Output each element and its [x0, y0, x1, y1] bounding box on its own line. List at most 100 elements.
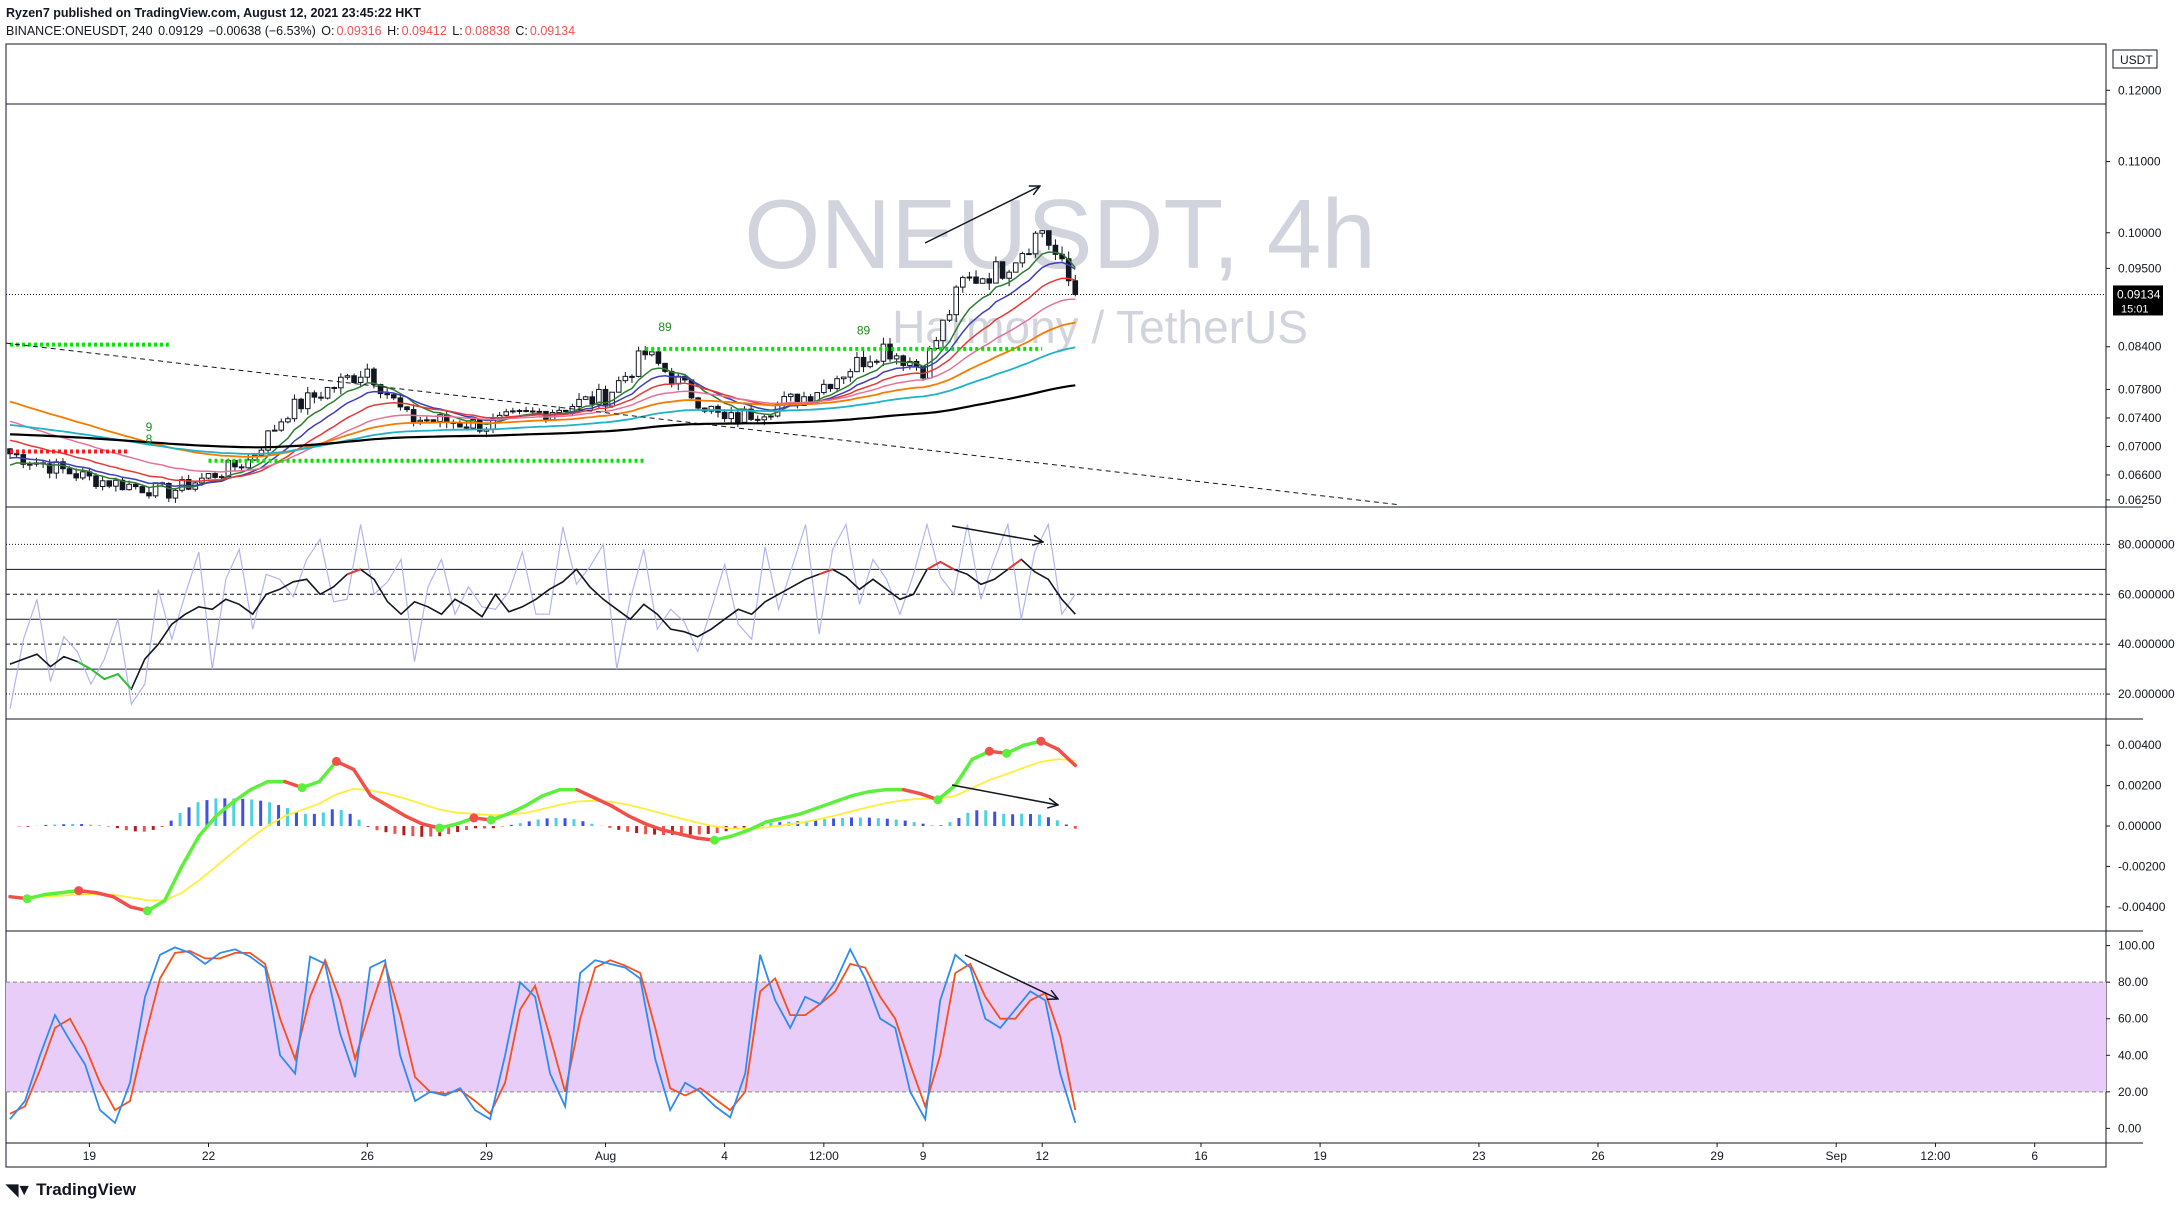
symbol-name: BINANCE:ONEUSDT, 240	[6, 24, 153, 38]
publisher-line: Ryzen7 published on TradingView.com, Aug…	[6, 6, 421, 20]
macd-line-segment	[42, 890, 64, 897]
macd-line-segment	[162, 864, 184, 903]
candle-body	[238, 466, 245, 469]
candle-body	[787, 393, 794, 398]
candle-body	[503, 411, 510, 416]
candle-body	[364, 368, 371, 378]
candle-body	[748, 408, 754, 420]
divergence-arrow-macd	[951, 784, 1058, 805]
candle-body	[331, 386, 338, 389]
candle-body	[761, 416, 768, 421]
divergence-arrow-rsi	[951, 525, 1043, 542]
candle-body	[113, 479, 119, 487]
candle-body	[854, 356, 860, 373]
close-label: C:	[515, 24, 528, 38]
macd-line-segment	[764, 816, 785, 824]
macd-line-segment	[180, 834, 201, 869]
x-tick-label: 16	[1194, 1149, 1208, 1163]
candle-body	[212, 473, 218, 478]
macd-line-segment	[403, 814, 425, 826]
candle-body	[126, 483, 132, 491]
macd-line-segment	[953, 757, 974, 788]
candle-body	[529, 410, 536, 413]
macd-cross-dot	[933, 795, 943, 805]
candle-body	[999, 261, 1006, 279]
candle-body	[688, 379, 695, 399]
rsi-oversold-segment	[90, 668, 105, 680]
candle-body	[1052, 244, 1059, 255]
candle-body	[536, 410, 543, 413]
macd-cross-dot	[486, 815, 496, 825]
candle-body	[324, 386, 331, 399]
candle-body	[1039, 230, 1046, 234]
macd-line-segment	[678, 832, 700, 840]
rsi-oversold-segment	[76, 660, 92, 670]
candle-body	[622, 375, 629, 382]
candle-body	[46, 463, 53, 474]
macd-cross-dot	[142, 906, 152, 916]
x-tick-label: 6	[2031, 1149, 2038, 1163]
candle-body	[93, 475, 99, 488]
macd-cross-dot	[984, 746, 994, 756]
current-price-value: 0.09134	[2117, 287, 2161, 301]
candle-body	[417, 419, 424, 423]
candle-body	[271, 429, 278, 432]
candle-body	[146, 492, 152, 497]
macd-cross-dot	[469, 813, 479, 823]
price-tick-label: 0.06250	[2118, 493, 2162, 507]
x-tick-label: 19	[83, 1149, 97, 1163]
x-tick-label: 12:00	[809, 1149, 839, 1163]
price-tick-label: 0.08400	[2118, 340, 2162, 354]
stoch-tick-label: 20.00	[2118, 1085, 2148, 1099]
x-tick-label: 23	[1472, 1149, 1486, 1163]
candle-body	[27, 463, 33, 466]
macd-line-segment	[540, 787, 562, 798]
stoch-k-line	[9, 946, 1077, 1125]
td-count-label: 89	[857, 324, 871, 338]
rsi-oversold-segment	[117, 673, 133, 690]
candle-body	[801, 396, 807, 406]
candle-body	[708, 405, 715, 412]
candle-body	[66, 468, 73, 475]
candle-body	[1019, 253, 1026, 264]
price-tick-label: 0.11000	[2118, 155, 2161, 169]
candle-body	[840, 376, 847, 380]
macd-cross-dot	[1036, 736, 1046, 746]
open-label: O:	[321, 24, 335, 38]
candle-body	[1072, 280, 1079, 295]
price-unit-label: USDT	[2120, 53, 2153, 67]
low-value: 0.08838	[464, 24, 510, 38]
macd-line-segment	[575, 787, 596, 800]
rsi-tick-label: 20.000000	[2118, 687, 2175, 701]
candle-body	[53, 461, 60, 474]
macd-cross-dot	[331, 756, 341, 766]
candle-body	[893, 355, 900, 360]
candle-body	[960, 277, 966, 288]
candle-body	[860, 356, 867, 368]
x-tick-label: 4	[721, 1149, 728, 1163]
stoch-tick-label: 60.00	[2118, 1012, 2148, 1026]
candle-body	[721, 411, 728, 420]
x-tick-label: 9	[920, 1149, 927, 1163]
candle-body	[265, 430, 271, 451]
candle-body	[510, 410, 516, 413]
candle-body	[132, 483, 139, 488]
price-tick-label: 0.07400	[2118, 411, 2162, 425]
macd-line-segment	[351, 767, 373, 798]
rsi-overbought-segment	[1007, 558, 1022, 571]
footer-brand: ◥▼ TradingView	[6, 1180, 136, 1200]
high-value: 0.09412	[401, 24, 447, 38]
candle-body	[152, 482, 159, 497]
bar-countdown: 15:01	[2121, 303, 2149, 315]
rsi-overbought-segment	[818, 568, 833, 576]
candle-body	[185, 479, 192, 490]
candle-body	[821, 383, 827, 394]
candle-body	[344, 375, 351, 378]
rsi-overbought-segment	[926, 560, 941, 571]
rsi-line	[9, 558, 1076, 691]
macd-cross-dot	[74, 886, 84, 896]
close-value: 0.09134	[529, 24, 576, 38]
candle-body	[635, 350, 642, 377]
candle-body	[880, 343, 887, 362]
